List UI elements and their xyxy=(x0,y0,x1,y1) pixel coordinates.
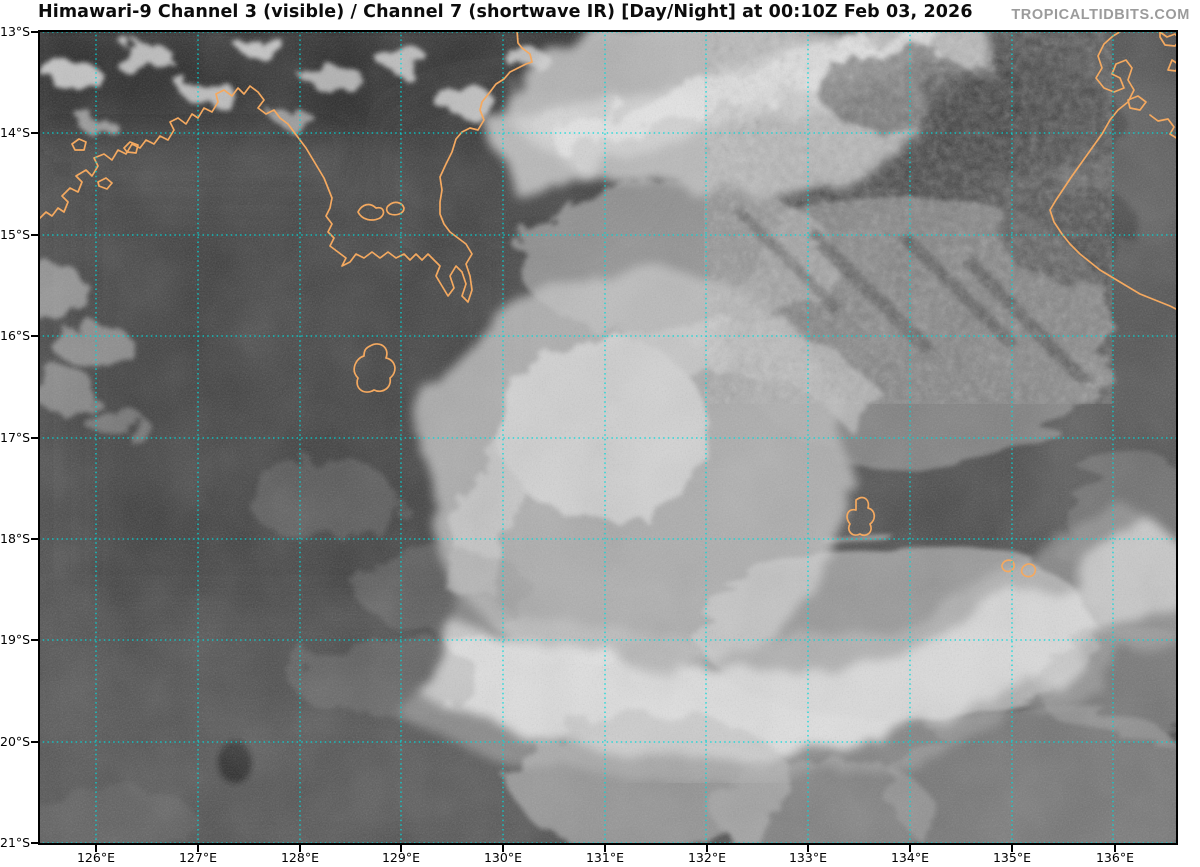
lake-woods-outline xyxy=(846,496,876,537)
lat-tick xyxy=(31,437,38,439)
lon-tick xyxy=(909,845,911,852)
lon-tick xyxy=(299,845,301,852)
lon-label: 129°E xyxy=(381,850,420,865)
lon-label: 133°E xyxy=(788,850,827,865)
satellite-map xyxy=(38,30,1178,845)
lat-tick xyxy=(31,741,38,743)
lon-label: 130°E xyxy=(483,850,522,865)
satellite-image xyxy=(38,30,1178,845)
coastline-islands-15s xyxy=(357,201,405,221)
watermark-tropicaltidbits: TROPICALTIDBITS.COM xyxy=(1011,7,1190,23)
lon-label: 134°E xyxy=(890,850,929,865)
coastline-gulf-arnhem xyxy=(1049,30,1178,311)
lat-label: 13°S xyxy=(0,24,31,39)
lat-label: 19°S xyxy=(0,632,31,647)
lon-tick xyxy=(502,845,504,852)
lon-tick xyxy=(706,845,708,852)
lat-tick xyxy=(31,639,38,641)
lon-label: 128°E xyxy=(280,850,319,865)
lon-tick xyxy=(1011,845,1013,852)
lon-label: 131°E xyxy=(585,850,624,865)
lat-label: 18°S xyxy=(0,531,31,546)
lat-tick xyxy=(31,31,38,33)
lake-argyle-outline xyxy=(353,343,396,393)
lon-tick xyxy=(604,845,606,852)
lat-label: 15°S xyxy=(0,227,31,242)
plot-frame xyxy=(38,30,1178,845)
lon-label: 132°E xyxy=(687,850,726,865)
coastline-kimberley-topend xyxy=(38,30,533,303)
lat-label: 20°S xyxy=(0,734,31,749)
lat-label: 14°S xyxy=(0,125,31,140)
lat-label: 17°S xyxy=(0,430,31,445)
lon-tick xyxy=(400,845,402,852)
lat-label: 21°S xyxy=(0,835,31,850)
lon-tick xyxy=(807,845,809,852)
lon-tick xyxy=(197,845,199,852)
lat-tick xyxy=(31,132,38,134)
lat-tick xyxy=(31,842,38,844)
lat-label: 16°S xyxy=(0,328,31,343)
figure-title: Himawari-9 Channel 3 (visible) / Channel… xyxy=(38,2,973,22)
lat-tick xyxy=(31,335,38,337)
lon-label: 127°E xyxy=(178,850,217,865)
lat-tick xyxy=(31,234,38,236)
coastline-offshore-islands xyxy=(71,138,139,190)
lon-label: 126°E xyxy=(76,850,115,865)
small-lakes-outline xyxy=(1001,559,1037,578)
lat-tick xyxy=(31,538,38,540)
lon-label: 135°E xyxy=(992,850,1031,865)
lon-tick xyxy=(1114,845,1116,852)
lon-tick xyxy=(95,845,97,852)
lon-label: 136°E xyxy=(1095,850,1134,865)
